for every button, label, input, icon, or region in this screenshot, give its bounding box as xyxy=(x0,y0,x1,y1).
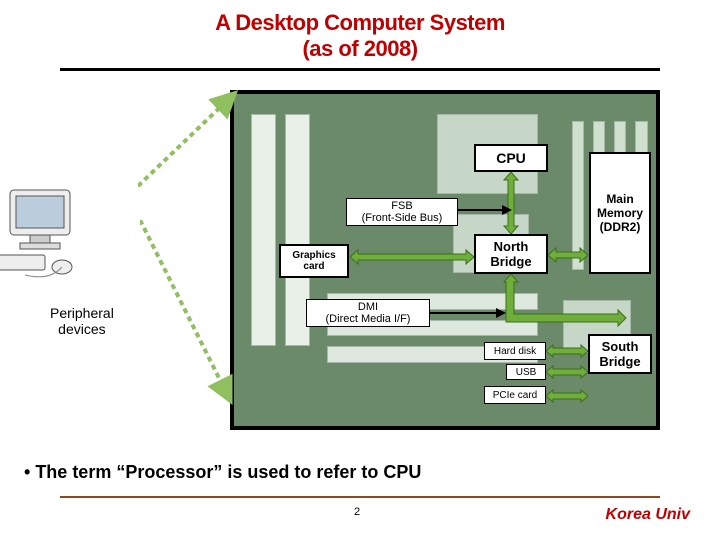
node-main-memory: Main Memory (DDR2) xyxy=(589,152,651,274)
label-fsb: FSB (Front-Side Bus) xyxy=(346,198,458,226)
title-line2: (as of 2008) xyxy=(302,36,417,61)
arrow-north-memory xyxy=(548,244,588,266)
dashed-arrow-bottom xyxy=(140,220,240,410)
arrow-usb-south xyxy=(546,364,588,380)
title-rule xyxy=(60,68,660,71)
arrow-pcie-south xyxy=(546,387,588,405)
peripheral-devices-label: Peripheral devices xyxy=(50,305,114,337)
footer-rule xyxy=(60,496,660,498)
arrow-graphics-north xyxy=(350,246,474,268)
title-line1: A Desktop Computer System xyxy=(215,10,505,35)
node-south-bridge: South Bridge xyxy=(588,334,652,374)
computer-icon xyxy=(0,185,100,285)
node-cpu: CPU xyxy=(474,144,548,172)
diagram-stage: Peripheral devices xyxy=(60,90,660,450)
bullet-point: • The term “Processor” is used to refer … xyxy=(24,462,421,483)
dashed-arrow-top xyxy=(138,88,248,188)
label-dmi: DMI (Direct Media I/F) xyxy=(306,299,430,327)
node-north-bridge: North Bridge xyxy=(474,234,548,274)
arrow-harddisk-south xyxy=(546,342,588,360)
brand-label: Korea Univ xyxy=(606,506,690,524)
node-pcie: PCIe card xyxy=(484,386,546,404)
arrow-fsb-label xyxy=(458,202,518,218)
node-graphics-card: Graphics card xyxy=(279,244,349,278)
arrow-dmi-label xyxy=(430,306,512,320)
node-hard-disk: Hard disk xyxy=(484,342,546,360)
page-number: 2 xyxy=(354,506,360,518)
bullet-text: The term “Processor” is used to refer to… xyxy=(35,462,421,482)
node-usb: USB xyxy=(506,364,546,380)
slide-title: A Desktop Computer System (as of 2008) xyxy=(0,0,720,62)
motherboard-frame: CPU Main Memory (DDR2) Graphics card Nor… xyxy=(230,90,660,430)
